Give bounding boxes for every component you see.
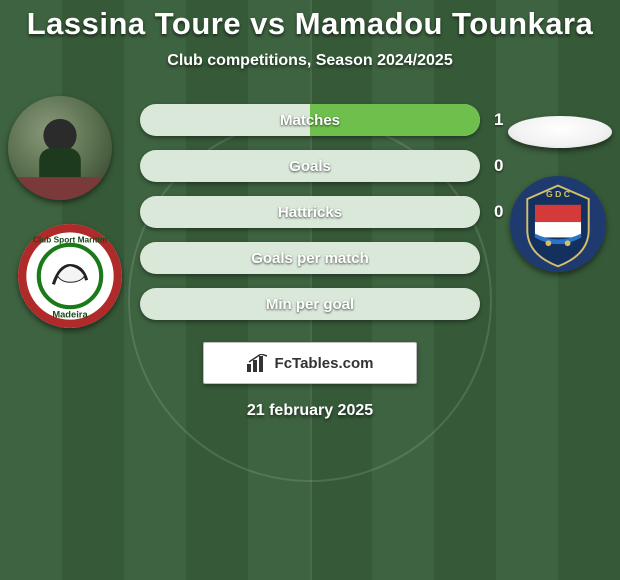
brand-bars-icon [247,354,269,372]
stat-bar-label: Hattricks [140,204,480,221]
stat-value-right: 0 [494,202,503,222]
stat-value-right: 1 [494,110,503,130]
brand-box[interactable]: FcTables.com [203,342,417,384]
date-text: 21 february 2025 [0,402,620,420]
stat-bar-label: Min per goal [140,296,480,313]
stat-bar-label: Goals per match [140,250,480,267]
stat-bar: Goals0 [140,150,480,182]
club-logo-left: Club Sport Maritim Madeira [18,224,122,328]
stat-bar: Goals per match [140,242,480,274]
stat-bar: Min per goal [140,288,480,320]
stat-bar-fill-right [310,104,480,136]
svg-text:Club Sport Maritim: Club Sport Maritim [33,235,107,245]
stat-bar: Matches1 [140,104,480,136]
stat-bars: Matches1 Goals0 Hattricks0 Goals per match M… [140,104,480,320]
stat-bar-label: Goals [140,158,480,175]
page-title: Lassina Toure vs Mamadou Tounkara [0,0,620,42]
stat-bar: Hattricks0 [140,196,480,228]
svg-text:G D C: G D C [546,189,570,199]
player-photo-right [508,116,612,148]
brand-text: FcTables.com [275,355,374,372]
stat-value-right: 0 [494,156,503,176]
player-left-placeholder [8,96,112,200]
club-logo-right: G D C [510,176,606,272]
subtitle: Club competitions, Season 2024/2025 [0,52,620,70]
player-photo-left [8,96,112,200]
svg-text:Madeira: Madeira [52,310,88,320]
